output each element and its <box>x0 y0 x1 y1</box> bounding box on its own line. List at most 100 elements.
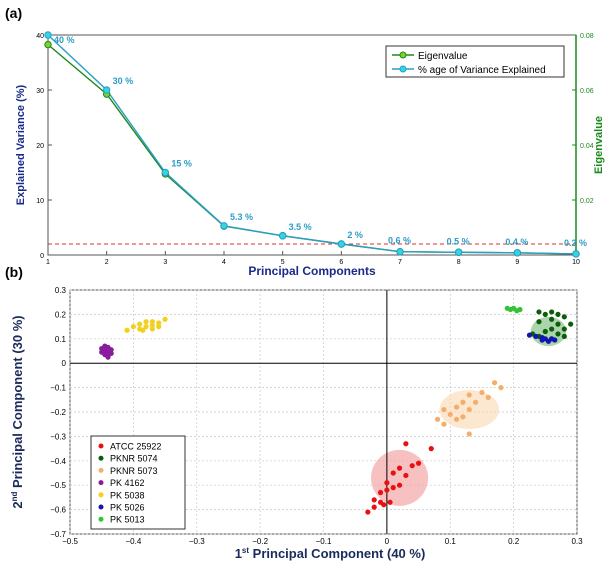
x-tick-label: −0.3 <box>189 537 205 546</box>
scatter-point <box>149 319 155 325</box>
y-tick-label: 0.2 <box>55 310 67 319</box>
panel-a-series-lines <box>47 34 577 255</box>
scatter-point <box>539 337 545 343</box>
x-tick-label: 6 <box>339 259 343 266</box>
variance-data-label: 5.3 % <box>230 212 253 222</box>
legend-label-eigenvalue: Eigenvalue <box>418 51 468 62</box>
scatter-point <box>549 326 555 332</box>
variance-data-label: 30 % <box>113 76 134 86</box>
panel-b-ticks: −0.5 −0.4 −0.3 −0.2 −0.1 0 0.1 0.2 0.3 −0.7 −0.6 −0… <box>50 286 583 546</box>
y2-tick-label: 0.06 <box>580 88 594 95</box>
y-tick-label: 40 <box>36 33 44 40</box>
legend-label-variance: % age of Variance Explained <box>418 65 546 76</box>
panel-b-xlabel: 1st Principal Component (40 %) <box>235 546 426 561</box>
variance-point <box>278 232 287 240</box>
scatter-point <box>434 416 441 422</box>
legend-label: ATCC 25922 <box>110 442 161 452</box>
legend-marker <box>98 455 104 461</box>
legend-marker <box>98 480 104 486</box>
y-tick-label: 0 <box>62 359 67 368</box>
scatter-point <box>561 333 567 339</box>
scatter-point <box>403 441 409 447</box>
scatter-point <box>409 463 415 469</box>
scatter-point <box>561 314 567 320</box>
panel-b-points <box>99 305 574 515</box>
x-tick-label: 0 <box>385 537 390 546</box>
variance-data-label: 3.5 % <box>289 222 312 232</box>
scatter-point <box>105 354 111 360</box>
legend-marker <box>98 504 104 510</box>
legend-label: PK 5038 <box>110 490 145 500</box>
scatter-point <box>533 333 539 339</box>
cluster-ellipse <box>371 449 429 506</box>
scatter-point <box>365 509 371 515</box>
y-tick-label: 0.1 <box>55 335 67 344</box>
y-tick-label: 0.3 <box>55 286 67 295</box>
scatter-point <box>390 470 396 476</box>
scatter-point <box>460 414 466 420</box>
scatter-point <box>561 326 567 332</box>
scatter-point <box>466 392 472 398</box>
scatter-point <box>384 480 390 486</box>
panel-a-data-labels: 40 % 30 % 15 % 5.3 % 3.5 % 2 % 0.6 % 0.5 % 0.4 %… <box>54 35 587 248</box>
x-tick-label: −0.1 <box>316 537 332 546</box>
y-tick-label: 30 <box>36 88 44 95</box>
legend-marker-eigenvalue <box>399 51 407 59</box>
panel-a-xlabel: Principal Components <box>248 264 376 278</box>
y-tick-label: −0.5 <box>50 481 66 490</box>
panel-b-ylabel: 2nd Principal Component (30 %) <box>10 315 25 508</box>
variance-data-label: 0.5 % <box>447 236 470 246</box>
scatter-point <box>555 331 561 337</box>
legend-marker <box>98 443 104 449</box>
variance-point <box>572 250 580 258</box>
scatter-point <box>377 489 384 496</box>
x-tick-label: 7 <box>398 259 402 266</box>
panel-a-ylabel: Explained Variance (%) <box>15 84 27 205</box>
legend-marker <box>98 492 104 498</box>
panel-a-ticks: 0 10 20 30 40 0.02 0.04 0.06 0.08 1 2 3 4 5 6 7 8 9 10 <box>36 33 594 266</box>
variance-point <box>161 168 170 177</box>
scatter-point <box>371 504 377 510</box>
variance-data-label: 0.2 % <box>564 238 587 248</box>
scatter-point <box>130 324 136 330</box>
panel-a-y2label: Eigenvalue <box>593 116 605 174</box>
panel-b-zero-axes <box>70 290 577 534</box>
x-tick-label: 5 <box>281 259 285 266</box>
x-tick-label: 0.1 <box>445 537 457 546</box>
scatter-point <box>149 322 155 328</box>
scatter-point <box>507 306 514 313</box>
variance-point <box>454 248 463 256</box>
variance-data-label: 0.6 % <box>388 236 411 246</box>
y-tick-label: −0.3 <box>50 432 66 441</box>
y-tick-label: −0.2 <box>50 408 66 417</box>
scatter-point <box>485 394 491 400</box>
scatter-point <box>381 502 387 508</box>
y-tick-label: −0.1 <box>50 384 66 393</box>
x-tick-label: 10 <box>572 259 580 266</box>
y2-tick-label: 0.04 <box>580 143 594 150</box>
scatter-point <box>545 338 552 344</box>
scatter-point <box>387 499 393 505</box>
y2-tick-label: 0.08 <box>580 33 594 40</box>
scatter-point <box>396 465 403 471</box>
x-tick-label: 0.3 <box>571 537 583 546</box>
scatter-point <box>542 311 548 317</box>
scatter-point <box>453 416 460 422</box>
scatter-point <box>526 332 533 338</box>
panel-a-label: (a) <box>5 5 22 21</box>
y-tick-label: −0.6 <box>50 506 66 515</box>
y-tick-label: 20 <box>36 143 44 150</box>
scatter-point <box>124 327 130 333</box>
legend-marker <box>98 516 104 522</box>
scatter-point <box>143 324 149 330</box>
y-tick-label: −0.7 <box>50 530 66 539</box>
scatter-point <box>453 404 460 410</box>
panel-a-markers <box>44 31 580 258</box>
scatter-point <box>415 460 422 466</box>
scatter-point <box>447 411 453 418</box>
variance-data-label: 15 % <box>171 159 192 169</box>
scatter-point <box>140 327 146 333</box>
scatter-point <box>390 485 396 491</box>
panel-b-label: (b) <box>5 264 23 280</box>
